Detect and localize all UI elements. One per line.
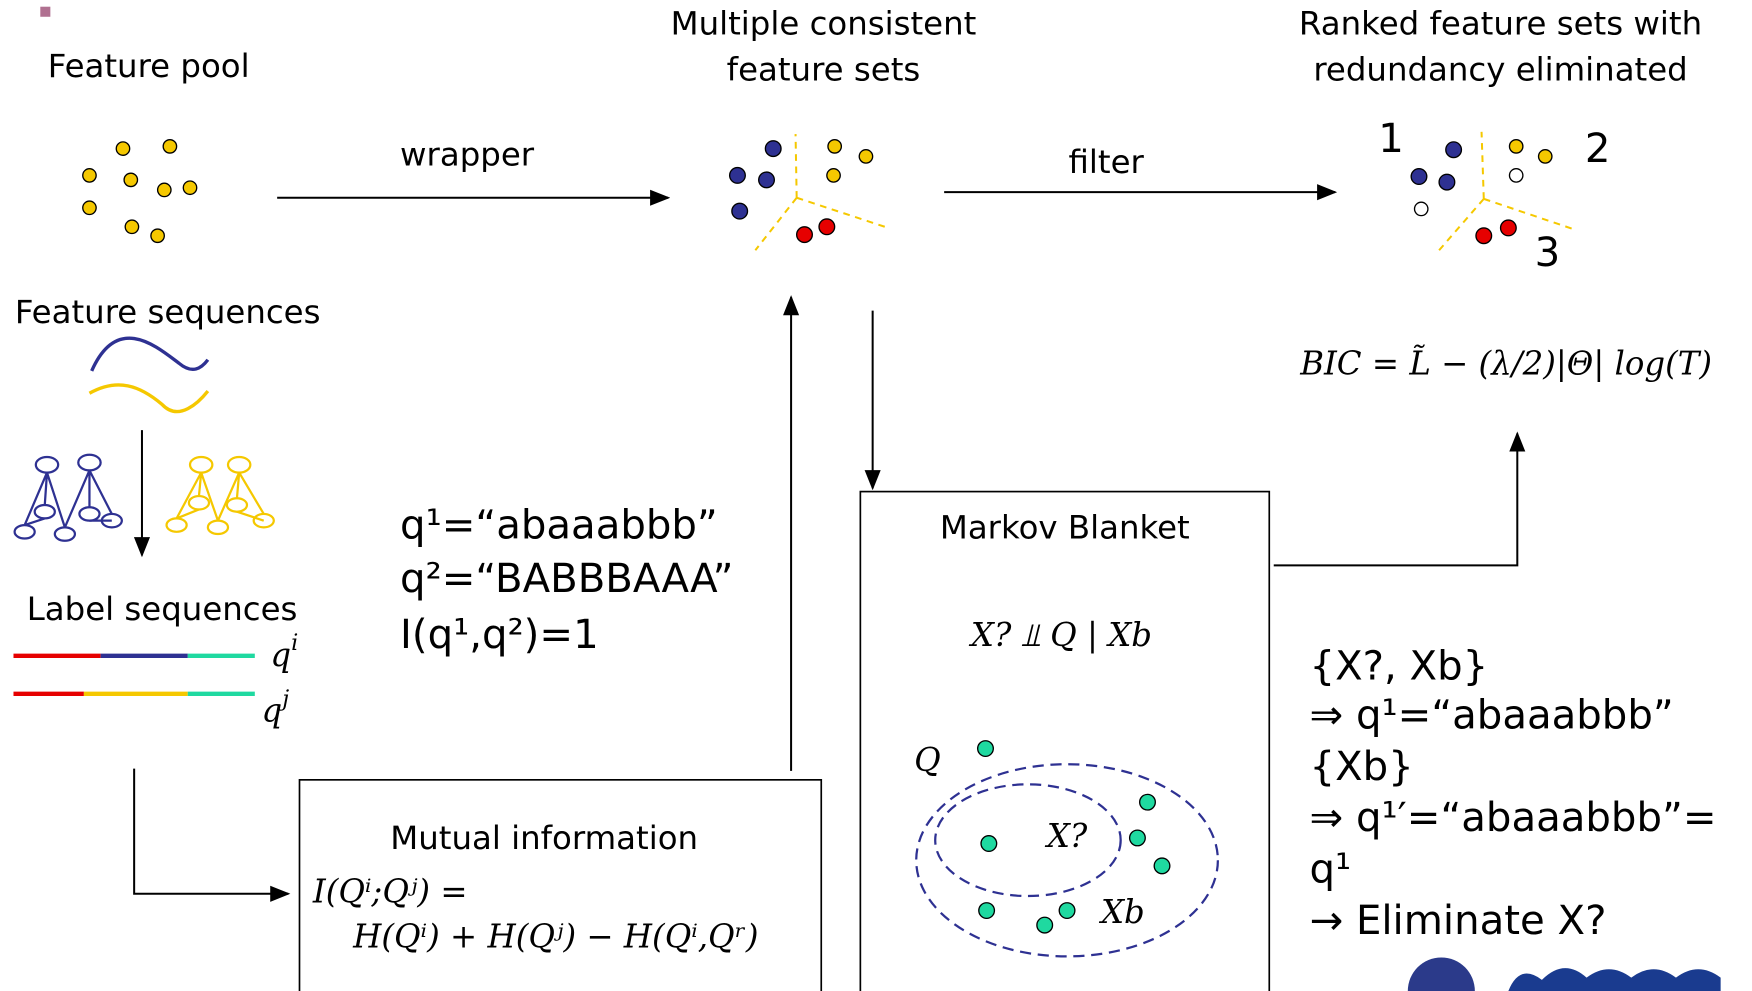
- logo: [1408, 957, 1752, 991]
- network-navy: [15, 455, 122, 541]
- bullet: [40, 7, 50, 17]
- elim-line: → Eliminate X?: [1309, 898, 1606, 944]
- label-seq-lines: [13, 656, 254, 694]
- elim-line: {Xb}: [1309, 744, 1413, 790]
- ranked-label: redundancy eliminated: [1313, 50, 1687, 88]
- mi-formula: I(Qⁱ;Qʲ) =: [312, 873, 468, 911]
- mi-title: Mutual information: [390, 819, 698, 857]
- arrow: [1274, 433, 1518, 565]
- feature-pool-label: Feature pool: [48, 47, 250, 85]
- elim-line: {X?, Xb}: [1309, 643, 1488, 689]
- rank-label: 3: [1535, 230, 1561, 276]
- arrow: [134, 769, 288, 894]
- wrapper-label: wrapper: [400, 135, 535, 173]
- q-label: qj: [262, 686, 290, 730]
- network-yellow: [167, 457, 274, 534]
- wave: [89, 385, 207, 412]
- markov-title: Markov Blanket: [940, 509, 1190, 547]
- q-label: qi: [270, 630, 298, 674]
- elim-line: q¹: [1309, 847, 1351, 893]
- x-node: X?: [1044, 817, 1088, 855]
- feature-pool-dots: [83, 140, 197, 243]
- feature-seq-label: Feature sequences: [15, 293, 321, 331]
- label-seq-label: Label sequences: [27, 590, 298, 628]
- example: q¹=“abaaabbb”: [400, 503, 718, 549]
- example: q²=“BABBBAAA”: [400, 556, 733, 602]
- consistent-sets-dots: [730, 134, 885, 250]
- wave: [92, 338, 208, 371]
- sets-label: feature sets: [727, 50, 921, 88]
- bic-formula: BIC = L̃ − (λ/2)|Θ| log(T): [1299, 344, 1712, 382]
- sets-label: Multiple consistent: [671, 5, 977, 43]
- ranked-label: Ranked feature sets with: [1299, 5, 1702, 43]
- elim-line: ⇒ q¹=“abaaabbb”: [1309, 692, 1673, 738]
- markov-formula: X? ⫫ Q | Xb: [968, 616, 1152, 654]
- q-node: Q: [914, 741, 941, 779]
- filter-label: filter: [1068, 143, 1144, 181]
- elim-line: ⇒ q¹′=“abaaabbb”=: [1309, 795, 1716, 841]
- elimination: {X?, Xb} ⇒ q¹=“abaaabbb” {Xb} ⇒ q¹′=“aba…: [1309, 643, 1716, 944]
- rank-label: 2: [1585, 126, 1611, 172]
- mi-formula: H(Qⁱ) + H(Qʲ) − H(Qⁱ,Qʳ): [352, 917, 758, 955]
- example: I(q¹,q²)=1: [400, 612, 599, 658]
- slide: Feature pool Multiple consistent feature…: [0, 0, 1752, 991]
- xb-node: Xb: [1098, 893, 1145, 931]
- rank-label: 1: [1378, 116, 1404, 162]
